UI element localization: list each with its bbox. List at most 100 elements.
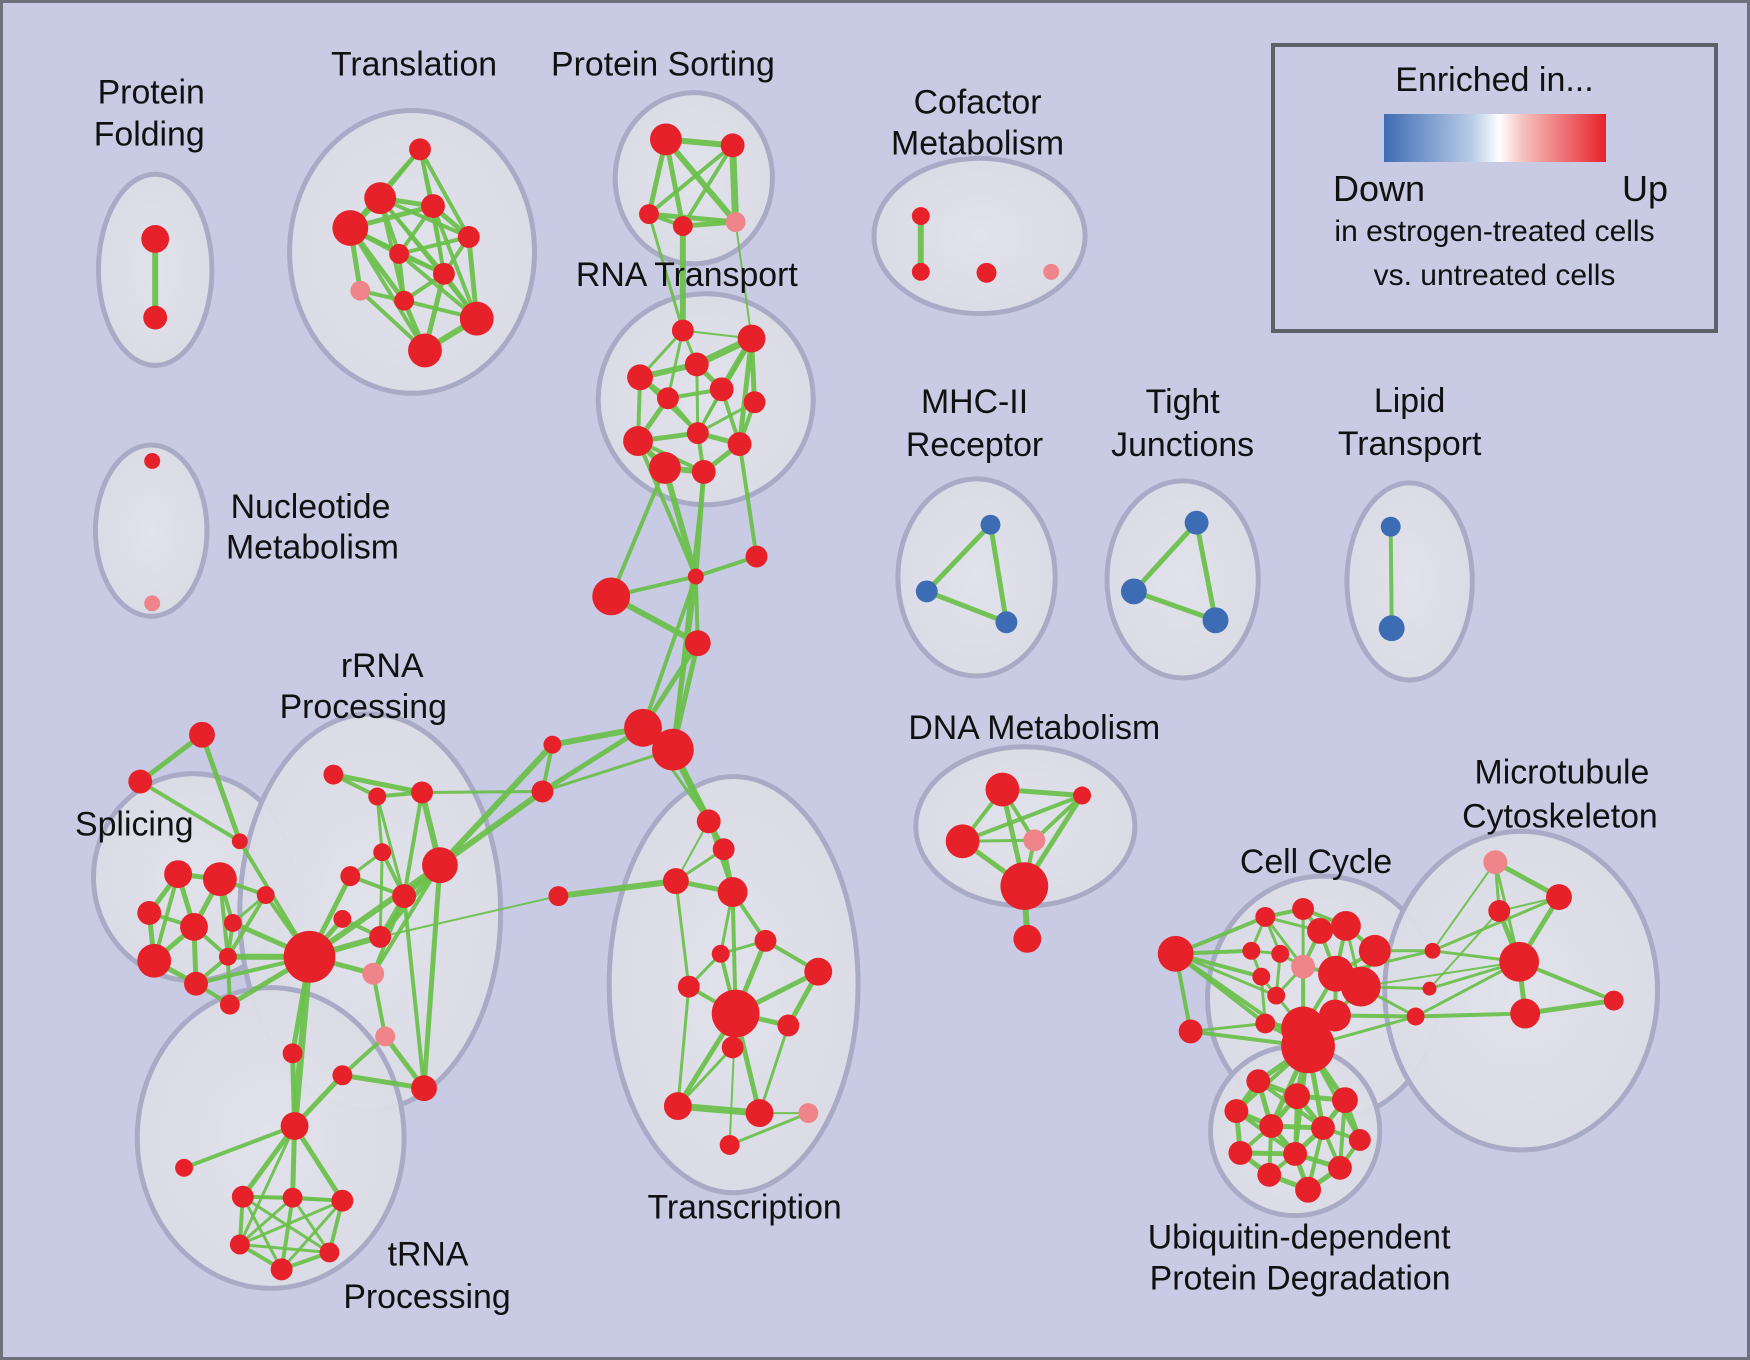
cluster-mhc-ii-receptor-label-2: Receptor — [906, 426, 1043, 464]
node-m2 — [915, 580, 938, 603]
edge-rt11-c2 — [661, 464, 699, 580]
node-tr2 — [712, 838, 735, 861]
node-tn3 — [331, 1189, 354, 1212]
node-cc1 — [1255, 906, 1276, 927]
edge-rt2-rt10 — [737, 336, 755, 447]
edge-c5-c8 — [539, 725, 646, 794]
node-sp8 — [184, 971, 208, 996]
node-sp6 — [256, 886, 275, 905]
node-sp3 — [137, 901, 162, 925]
node-tr5 — [711, 944, 730, 963]
node-mt4 — [1499, 941, 1540, 982]
node-c4 — [745, 545, 768, 568]
edge-t3-t10 — [430, 204, 479, 321]
edge-c6-c8 — [540, 748, 675, 793]
node-hub1 — [283, 930, 336, 983]
node-u4 — [1224, 1099, 1249, 1124]
edge-c9-tr3 — [555, 878, 679, 900]
node-u7 — [1348, 1129, 1371, 1151]
node-dm4 — [1023, 829, 1046, 852]
edge-tn2-tn5 — [291, 1196, 331, 1254]
node-u6 — [1311, 1116, 1335, 1140]
edge-tj1-tj2 — [1131, 520, 1200, 594]
cluster-protein-folding-label-1: Protein — [98, 74, 205, 112]
cluster-trna-processing-label-1: tRNA — [388, 1235, 469, 1273]
node-rt2 — [737, 324, 766, 353]
node-rr6 — [392, 884, 417, 908]
node-c5 — [624, 708, 662, 747]
node-tr3 — [662, 868, 689, 895]
edge-tr10-tr13 — [758, 1023, 790, 1115]
node-nm1 — [144, 453, 161, 469]
edge-m1-m2 — [924, 522, 993, 594]
node-cm2 — [911, 262, 930, 281]
cluster-translation-label-1: Translation — [331, 46, 497, 84]
node-cm3 — [976, 262, 997, 283]
node-tn5 — [319, 1242, 340, 1263]
node-tr10 — [777, 1014, 800, 1037]
node-ps3 — [639, 204, 659, 225]
node-c3 — [684, 630, 711, 657]
edge-hub2-iso — [182, 1124, 297, 1170]
node-tr12 — [663, 1092, 692, 1121]
node-cm1 — [911, 207, 930, 226]
edge-fx1-fx3 — [199, 732, 243, 844]
edge-rt10-c4 — [737, 442, 759, 559]
node-tr4 — [717, 877, 748, 907]
node-fx3 — [231, 833, 248, 850]
node-cc13 — [1255, 1013, 1276, 1034]
node-rr8 — [333, 909, 352, 928]
cluster-nucleotide-metabolism-label-1: Nucleotide — [231, 488, 391, 526]
node-ps5 — [725, 212, 746, 232]
node-u11 — [1257, 1162, 1282, 1187]
node-tr14 — [798, 1103, 819, 1124]
node-rt12 — [691, 459, 716, 484]
edge-tr3-tr8 — [674, 879, 691, 989]
edge-rr7-pk1 — [371, 863, 442, 976]
node-mt1 — [1483, 850, 1508, 875]
node-pf2 — [143, 305, 168, 330]
node-tj3 — [1202, 607, 1229, 634]
legend-ends-row: Down Up — [1275, 168, 1714, 210]
node-rr9 — [369, 925, 392, 948]
node-m1 — [980, 514, 1001, 535]
edge-tj1-tj3 — [1194, 520, 1218, 623]
node-pk1 — [362, 962, 385, 985]
edge-tn3-tn4 — [238, 1199, 344, 1246]
node-t9 — [394, 290, 415, 311]
node-lt2 — [1378, 615, 1405, 642]
edge-rr10-rr12 — [339, 1072, 427, 1091]
cluster-lipid-transport-ellipse — [1344, 480, 1475, 683]
node-sp4 — [180, 912, 208, 941]
edge-ps3-rt1 — [647, 212, 685, 333]
cluster-lipid-transport-label-2: Transport — [1338, 425, 1482, 463]
edge-m2-m3 — [924, 588, 1009, 625]
node-cc17 — [1281, 1019, 1335, 1074]
node-mt6 — [1603, 990, 1624, 1011]
node-sp2 — [202, 862, 237, 897]
node-dm6 — [1013, 924, 1042, 953]
node-tn4 — [229, 1234, 250, 1255]
cluster-ubiquitin-degradation-label-1: Ubiquitin-dependent — [1148, 1219, 1451, 1257]
edge-rt11-c1 — [609, 465, 667, 599]
cluster-trna-processing-label-2: Processing — [343, 1278, 510, 1316]
node-cc8 — [1291, 954, 1316, 979]
node-c6 — [651, 728, 694, 771]
node-rr10 — [411, 1075, 437, 1102]
cluster-microtubule-cytoskeleton-label-2: Cytoskeleton — [1462, 797, 1658, 835]
edge-ps5-rt2 — [734, 221, 753, 340]
node-u8 — [1228, 1140, 1253, 1165]
node-cc15 — [1319, 999, 1351, 1032]
node-dm1 — [985, 772, 1020, 807]
node-rr2 — [368, 787, 387, 806]
node-rt11 — [649, 452, 681, 484]
node-ps4 — [672, 216, 693, 236]
cluster-splicing-label-1: Splicing — [75, 805, 193, 843]
cluster-dna-metabolism-label-1: DNA Metabolism — [908, 709, 1160, 747]
node-rt5 — [709, 377, 734, 402]
node-pf1 — [141, 225, 170, 253]
node-t2 — [364, 182, 397, 215]
node-rr11 — [282, 1043, 303, 1064]
node-tr15 — [719, 1134, 740, 1155]
